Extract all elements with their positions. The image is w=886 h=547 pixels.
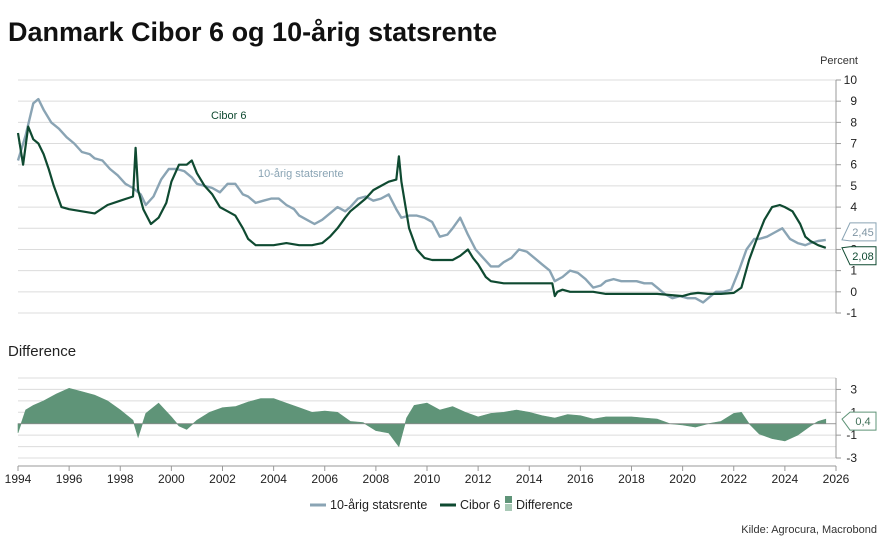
top-y-tick-label: 8	[850, 115, 857, 129]
bottom-panel-end-labels: 0,4	[841, 411, 877, 431]
legend-difference-label: Difference	[516, 498, 573, 512]
y-axis-unit-label: Percent	[820, 55, 858, 67]
x-tick-label: 2012	[465, 472, 492, 486]
x-tick-label: 2020	[669, 472, 696, 486]
cibor-line	[16, 125, 827, 298]
top-panel-grid	[18, 79, 836, 314]
x-tick-label: 2010	[414, 472, 441, 486]
x-tick-label: 2024	[772, 472, 799, 486]
legend-difference-swatch-dark	[505, 496, 512, 503]
bottom-y-tick-label: -3	[846, 451, 857, 465]
top-y-tick-label: 1	[850, 264, 857, 278]
x-tick-label: 2002	[209, 472, 236, 486]
bottom-y-tick-label: -1	[846, 428, 857, 442]
x-tick-label: 2022	[720, 472, 747, 486]
chart-title: Danmark Cibor 6 og 10-årig statsrente	[8, 17, 497, 47]
top-y-tick-label: 6	[850, 158, 857, 172]
difference-panel-title: Difference	[8, 343, 76, 360]
top-y-tick-label: 4	[850, 200, 857, 214]
x-tick-label: 1994	[5, 472, 32, 486]
top-panel-end-labels: 2,45 2,08	[841, 222, 877, 266]
x-tick-label: 2016	[567, 472, 594, 486]
x-tick-label: 2014	[516, 472, 543, 486]
top-y-tick-label: 5	[850, 179, 857, 193]
end-value-label: 2,45	[852, 227, 873, 239]
legend: 10-årig statsrente Cibor 6 Difference	[310, 496, 573, 512]
legend-difference-swatch-light	[505, 504, 512, 511]
end-label-box	[841, 222, 877, 242]
end-label-box	[841, 246, 877, 266]
top-y-tick-label: 10	[844, 73, 858, 87]
cibor-series-label: Cibor 6	[211, 110, 246, 122]
x-tick-label: 1996	[56, 472, 83, 486]
x-tick-label: 1998	[107, 472, 134, 486]
legend-bond-label: 10-årig statsrente	[330, 498, 427, 512]
legend-cibor-label: Cibor 6	[460, 498, 500, 512]
top-y-tick-label: 7	[850, 137, 857, 151]
x-tick-label: 2006	[311, 472, 338, 486]
x-tick-label: 2026	[823, 472, 850, 486]
end-label-box	[841, 411, 877, 431]
x-axis: 1994 1996 1998 2000 2002 2004 2006 2008 2010 2012…	[5, 465, 850, 486]
top-panel-y-ticks: -1012345678910	[835, 73, 858, 320]
difference-area	[17, 387, 827, 448]
bond-line	[16, 97, 826, 304]
end-value-label: 0,4	[855, 416, 870, 428]
bottom-y-tick-label: 3	[850, 382, 857, 396]
x-tick-label: 2004	[260, 472, 287, 486]
top-y-tick-label: 0	[850, 285, 857, 299]
x-tick-label: 2000	[158, 472, 185, 486]
bond-series-label: 10-årig statsrente	[258, 168, 344, 180]
end-value-label: 2,08	[852, 251, 873, 263]
x-tick-label: 2008	[363, 472, 390, 486]
bottom-panel-series	[17, 387, 836, 448]
top-y-tick-label: -1	[846, 306, 857, 320]
top-y-tick-label: 9	[850, 94, 857, 108]
source-note: Kilde: Agrocura, Macrobond	[741, 524, 877, 536]
x-tick-label: 2018	[618, 472, 645, 486]
top-panel-series	[16, 97, 827, 304]
